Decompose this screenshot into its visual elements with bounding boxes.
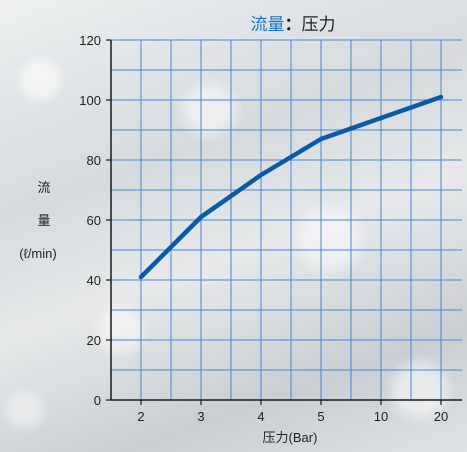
chart-title-part2: 压力 [302, 15, 336, 34]
y-tick-label: 20 [87, 333, 101, 348]
x-tick-label: 5 [317, 409, 324, 424]
series-line [138, 94, 444, 280]
y-tick-label: 0 [94, 393, 101, 408]
x-tick-labels: 2 3 4 5 10 20 [137, 409, 448, 424]
y-tick-label: 60 [87, 213, 101, 228]
x-tick-label: 3 [197, 409, 204, 424]
series [138, 94, 444, 280]
x-axis-label: 压力(Bar) [263, 430, 318, 445]
y-axis-label-unit: (ℓ/min) [19, 246, 56, 261]
y-tick-label: 120 [79, 33, 101, 48]
y-tick-label: 40 [87, 273, 101, 288]
y-tick-label: 100 [79, 93, 101, 108]
y-tick-labels: 0 20 40 60 80 100 120 [79, 33, 101, 408]
chart-title-separator: ： [285, 15, 302, 34]
x-tick-label: 20 [434, 409, 448, 424]
grid [111, 39, 462, 400]
chart-title: 流量：压力 [251, 15, 336, 34]
x-tick-label: 4 [257, 409, 264, 424]
y-axis-label-char1: 流 [37, 180, 50, 195]
x-tick-label: 2 [137, 409, 144, 424]
axes [106, 39, 462, 405]
y-axis-label-char2: 量 [37, 213, 50, 228]
chart-title-part1: 流量 [251, 15, 285, 34]
y-tick-label: 80 [87, 153, 101, 168]
x-tick-label: 10 [374, 409, 388, 424]
